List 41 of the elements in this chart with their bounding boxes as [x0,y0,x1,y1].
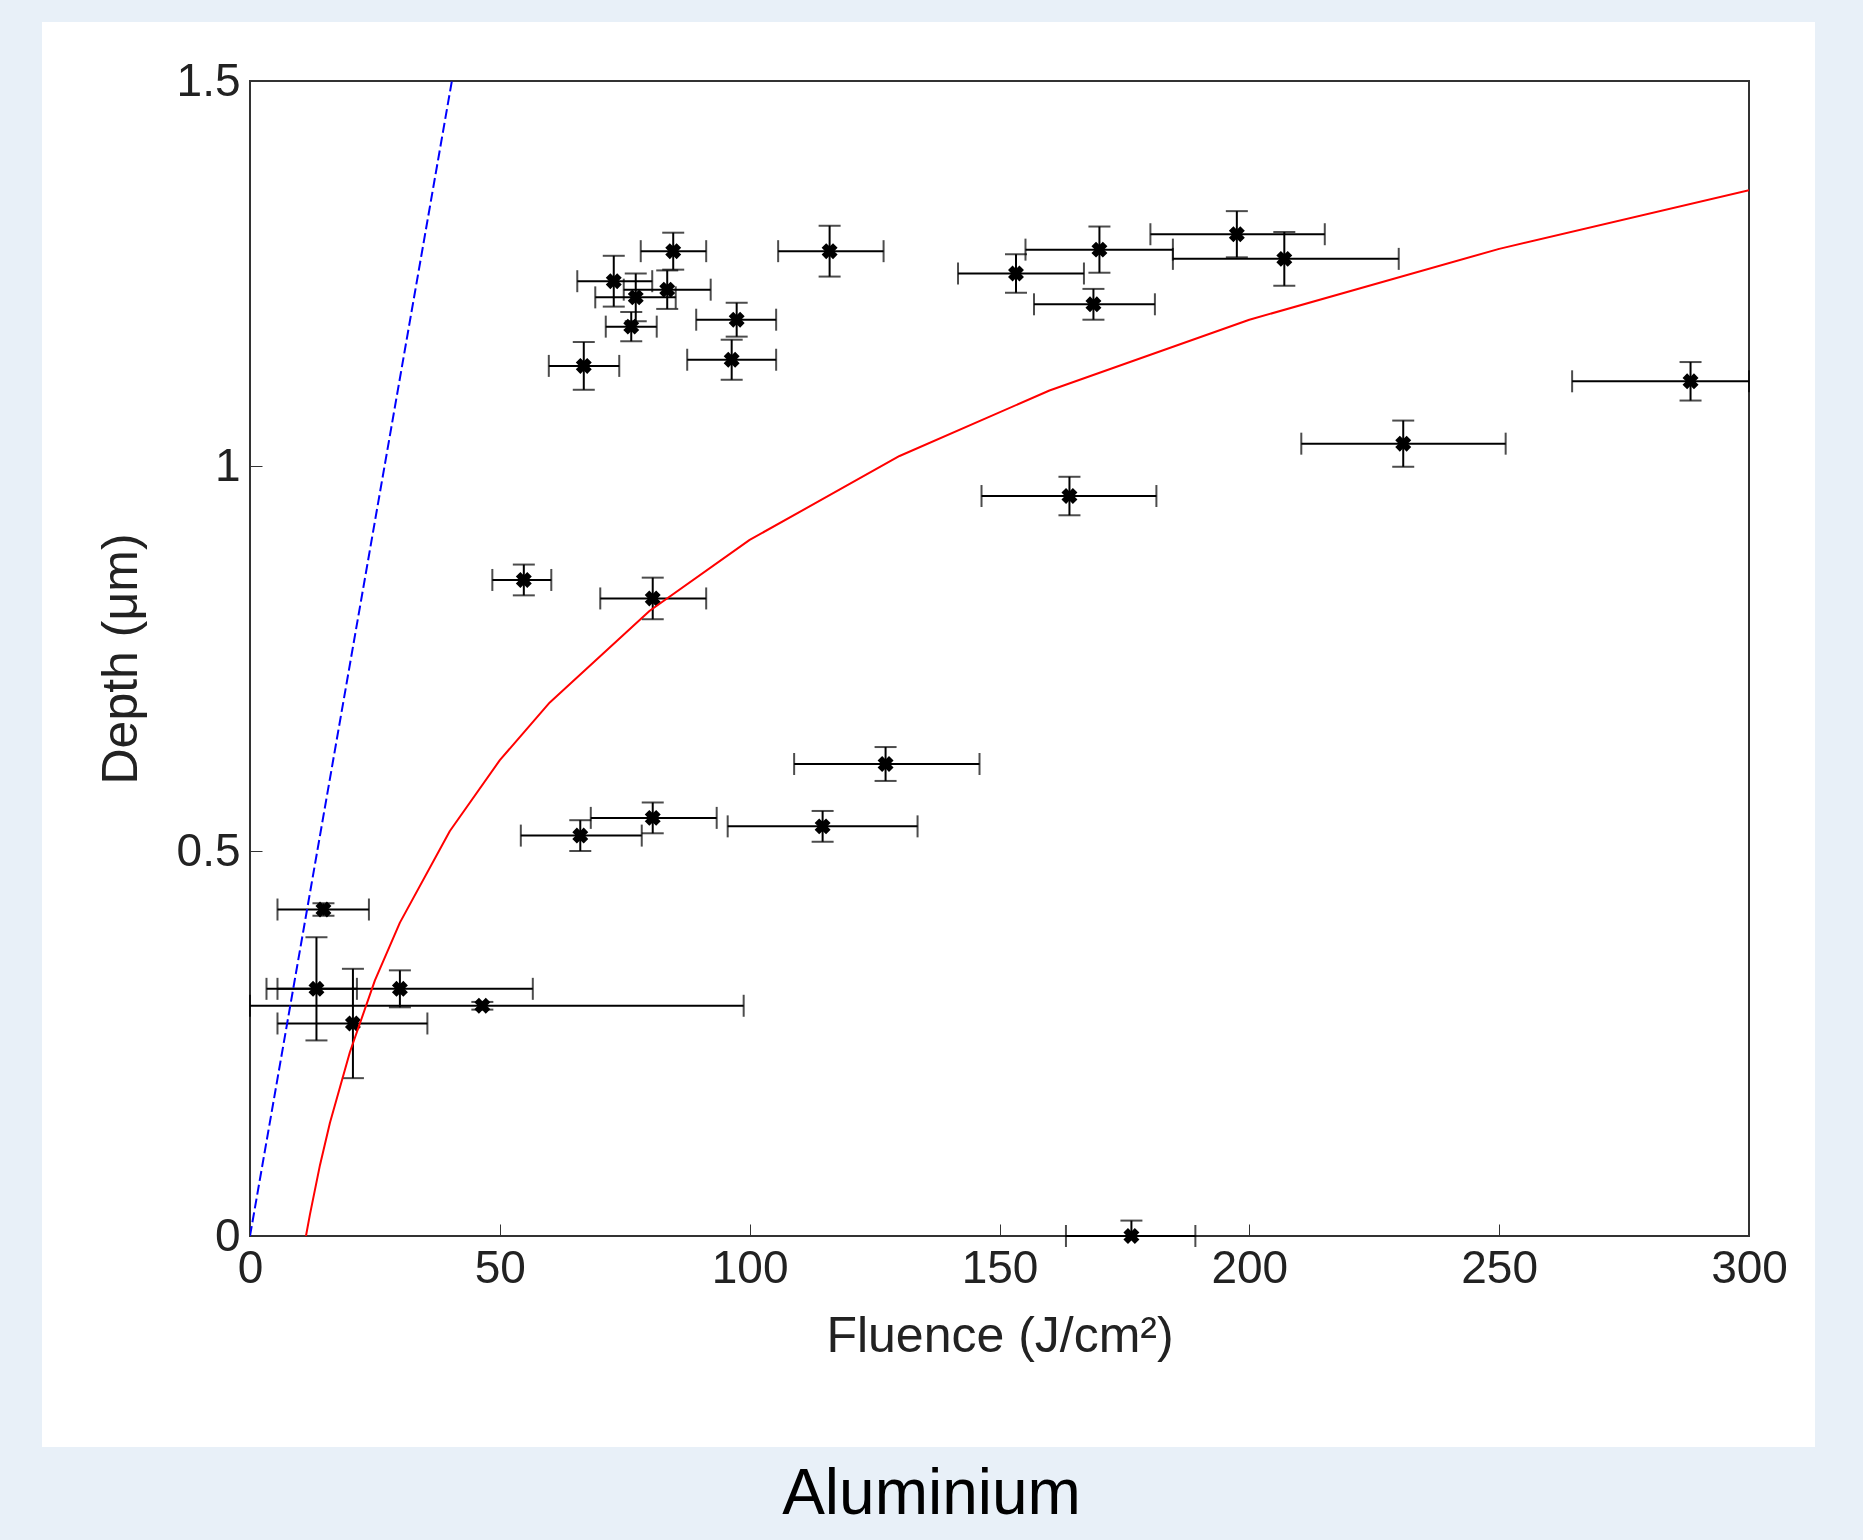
point [665,243,682,260]
point [308,980,325,997]
point [575,357,592,374]
y-axis-title: Depth (μm) [91,533,148,785]
point [821,243,838,260]
point [1123,1228,1140,1244]
point [1228,226,1245,243]
point [344,1015,361,1032]
point [728,311,745,328]
point [627,289,644,306]
point [659,281,676,298]
y-tick-label: 1.5 [176,53,241,106]
text: Aluminium [781,1455,1082,1529]
y-tick-label: 0 [214,1208,241,1261]
x-tick-label: 200 [1211,1240,1289,1293]
point [1395,435,1412,452]
point [1276,250,1293,267]
point [1091,241,1108,258]
point [572,827,589,844]
point [877,756,894,772]
point [1061,488,1078,505]
point [605,273,622,290]
point [644,590,661,607]
point [1085,296,1102,313]
point [644,809,661,826]
point [1682,373,1699,390]
point [1008,265,1024,282]
x-tick-label: 150 [961,1240,1039,1293]
point [723,351,740,368]
x-tick-label: 50 [474,1240,526,1293]
point [391,980,408,997]
x-tick-label: 300 [1711,1240,1788,1293]
y-tick-label: 0.5 [176,823,241,876]
point [814,818,831,835]
x-tick-label: 250 [1461,1240,1539,1293]
point [515,571,532,588]
x-axis-title: Fluence (J/cm²) [826,1306,1174,1363]
line-series [304,189,1749,1236]
point [623,318,640,335]
y-tick-label: 1 [214,438,241,491]
x-tick-label: 100 [711,1240,789,1293]
